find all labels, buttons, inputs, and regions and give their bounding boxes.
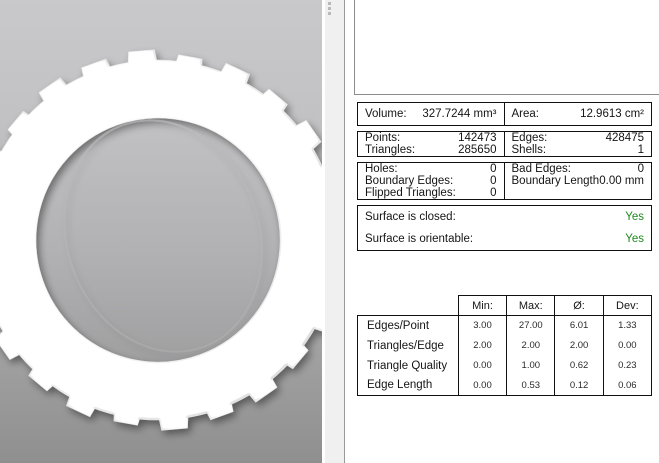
boundary-edges-value: 0 — [490, 175, 497, 187]
mesh-statistics: Volume: 327.7244 mm³ Area: 12.9613 cm² P… — [357, 102, 652, 256]
surface-orientable-row: Surface is orientable: Yes — [358, 228, 651, 250]
boundary-edges-label: Boundary Edges: — [365, 175, 454, 187]
cell-dev: 0.06 — [602, 375, 653, 396]
boundary-length-label: Boundary Length — [511, 175, 600, 187]
table-row: Triangle Quality 0.00 1.00 0.62 0.23 — [357, 355, 653, 376]
cell-min: 3.00 — [457, 315, 507, 336]
3d-model-render[interactable] — [0, 0, 322, 463]
volume-row: Volume: 327.7244 mm³ — [358, 103, 505, 125]
defects-spacer — [505, 187, 652, 199]
flipped-triangles-value: 0 — [490, 187, 497, 199]
triangles-value: 285650 — [458, 144, 497, 156]
area-label: Area: — [511, 108, 540, 120]
holes-label: Holes: — [365, 163, 398, 175]
surface-orientable-label: Surface is orientable: — [365, 233, 474, 245]
surface-closed-value: Yes — [625, 211, 644, 223]
volume-value: 327.7244 mm³ — [422, 108, 497, 120]
cell-avg: 6.01 — [554, 315, 604, 336]
area-value: 12.9613 cm² — [580, 108, 644, 120]
flipped-triangles-row: Flipped Triangles: 0 — [358, 187, 504, 199]
counts-group: Points: 142473 Triangles: 285650 Edges: … — [357, 131, 652, 157]
surface-orientable-value: Yes — [625, 233, 644, 245]
cell-dev: 0.00 — [602, 335, 653, 356]
row-label: Triangles/Edge — [357, 335, 459, 356]
object-tree-view[interactable] — [354, 0, 659, 95]
edges-label: Edges: — [511, 132, 548, 144]
measurements-body: Edges/Point 3.00 27.00 6.01 1.33 Triangl… — [357, 315, 653, 396]
table-row: Edges/Point 3.00 27.00 6.01 1.33 — [357, 315, 653, 336]
triangles-label: Triangles: — [365, 144, 416, 156]
measurements-table-container: Min: Max: Ø: Dev: Edges/Point 3.00 27.00… — [357, 295, 653, 396]
row-label: Triangle Quality — [357, 355, 459, 376]
defects-group: Holes: 0 Boundary Edges: 0 Flipped Trian… — [357, 162, 652, 200]
points-row: Points: 142473 — [358, 132, 504, 144]
surface-closed-row: Surface is closed: Yes — [358, 206, 651, 228]
cell-avg: 0.12 — [554, 375, 604, 396]
edges-row: Edges: 428475 — [505, 132, 652, 144]
row-label: Edges/Point — [357, 315, 459, 336]
bad-edges-row: Bad Edges: 0 — [505, 163, 652, 175]
shells-value: 1 — [637, 144, 644, 156]
surface-closed-label: Surface is closed: — [365, 211, 456, 223]
measurements-header-max: Max: — [506, 295, 555, 316]
row-label: Edge Length — [357, 375, 459, 396]
measurements-header-min: Min: — [457, 295, 507, 316]
table-row: Edge Length 0.00 0.53 0.12 0.06 — [357, 375, 653, 396]
cell-dev: 1.33 — [602, 315, 653, 336]
splitter-edge — [322, 0, 325, 463]
cell-max: 1.00 — [506, 355, 555, 376]
measurements-header-dev: Dev: — [602, 295, 653, 316]
measurements-header-avg: Ø: — [554, 295, 604, 316]
points-label: Points: — [365, 132, 401, 144]
cell-min: 0.00 — [457, 355, 507, 376]
area-row: Area: 12.9613 cm² — [505, 103, 652, 125]
boundary-length-value: 0.00 mm — [599, 175, 644, 187]
cell-max: 27.00 — [506, 315, 555, 336]
holes-value: 0 — [490, 163, 497, 175]
holes-row: Holes: 0 — [358, 163, 504, 175]
boundary-length-row: Boundary Length 0.00 mm — [505, 175, 652, 187]
surface-group: Surface is closed: Yes Surface is orient… — [357, 205, 652, 251]
edges-value: 428475 — [605, 132, 644, 144]
panel-splitter[interactable] — [322, 0, 345, 463]
points-value: 142473 — [458, 132, 497, 144]
mesh-info-panel: Volume: 327.7244 mm³ Area: 12.9613 cm² P… — [345, 0, 659, 463]
cell-max: 2.00 — [506, 335, 555, 356]
triangles-row: Triangles: 285650 — [358, 144, 504, 156]
volume-area-group: Volume: 327.7244 mm³ Area: 12.9613 cm² — [357, 102, 652, 126]
shells-label: Shells: — [511, 144, 547, 156]
flipped-triangles-label: Flipped Triangles: — [365, 187, 456, 199]
cell-avg: 0.62 — [554, 355, 604, 376]
boundary-edges-row: Boundary Edges: 0 — [358, 175, 504, 187]
bad-edges-value: 0 — [637, 163, 644, 175]
measurements-header-corner — [358, 296, 459, 316]
splitter-grip-icon[interactable] — [327, 2, 334, 18]
shells-row: Shells: 1 — [505, 144, 652, 156]
table-row: Triangles/Edge 2.00 2.00 2.00 0.00 — [357, 335, 653, 356]
cell-avg: 2.00 — [554, 335, 604, 356]
volume-label: Volume: — [365, 108, 407, 120]
3d-viewport[interactable] — [0, 0, 322, 463]
measurements-header-row: Min: Max: Ø: Dev: — [358, 295, 653, 316]
cell-max: 0.53 — [506, 375, 555, 396]
cell-min: 0.00 — [457, 375, 507, 396]
measurements-table: Min: Max: Ø: Dev: Edges/Point 3.00 27.00… — [357, 295, 653, 396]
bad-edges-label: Bad Edges: — [511, 163, 571, 175]
cell-min: 2.00 — [457, 335, 507, 356]
cell-dev: 0.23 — [602, 355, 653, 376]
